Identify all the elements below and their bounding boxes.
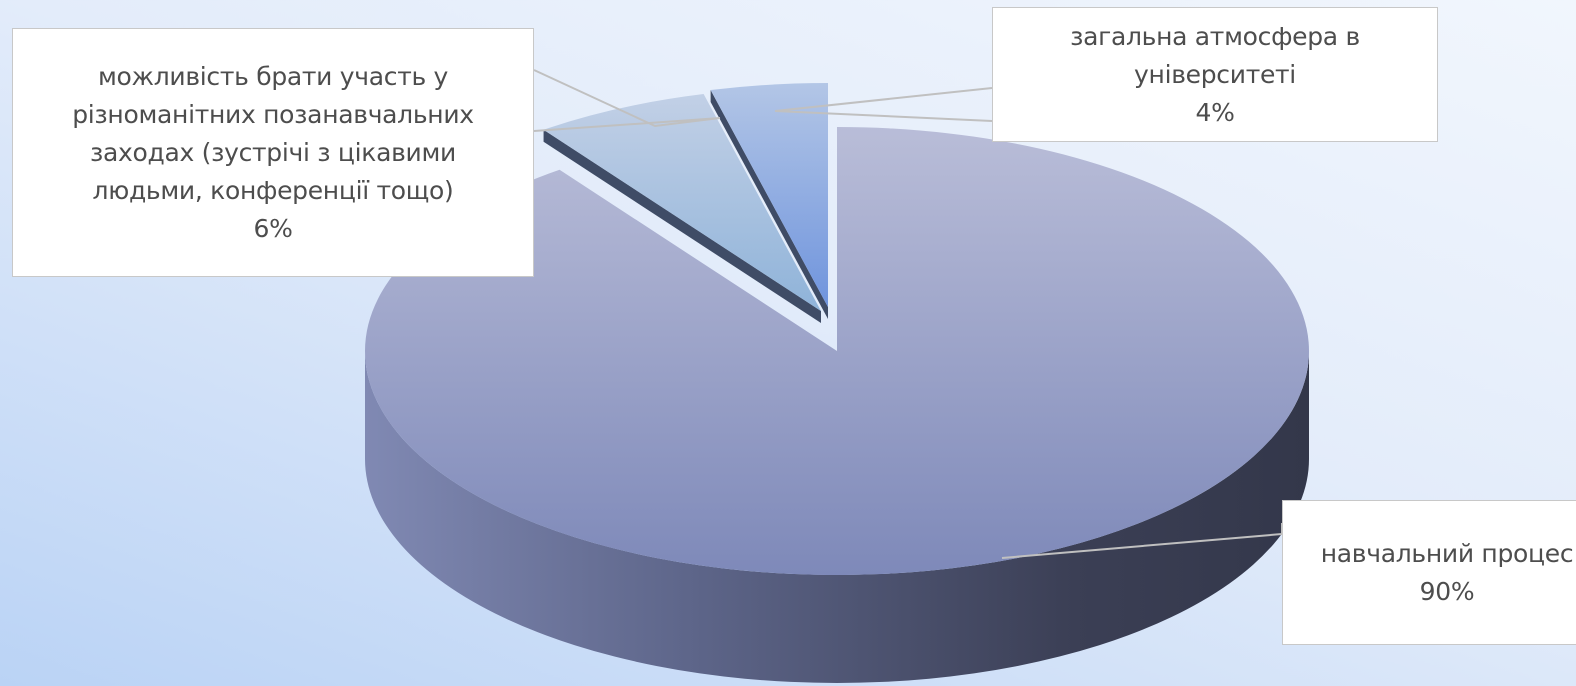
label-line: загальна атмосфера в: [1070, 18, 1360, 56]
label-line: людьми, конференції тощо): [93, 172, 454, 210]
label-line: університеті: [1134, 56, 1296, 94]
label-line: заходах (зустрічі з цікавими: [90, 134, 456, 172]
label-value: 90%: [1420, 573, 1475, 611]
label-value: 6%: [253, 210, 292, 248]
label-line: різноманітних позанавчальних: [72, 96, 474, 134]
data-label-slice-2: загальна атмосфера в університеті 4%: [992, 7, 1438, 142]
label-line: навчальний процес: [1321, 535, 1574, 573]
data-label-slice-1: можливість брати участь у різноманітних …: [12, 28, 534, 277]
label-line: можливість брати участь у: [98, 58, 448, 96]
label-value: 4%: [1195, 94, 1234, 132]
data-label-slice-0: навчальний процес 90%: [1282, 500, 1576, 645]
